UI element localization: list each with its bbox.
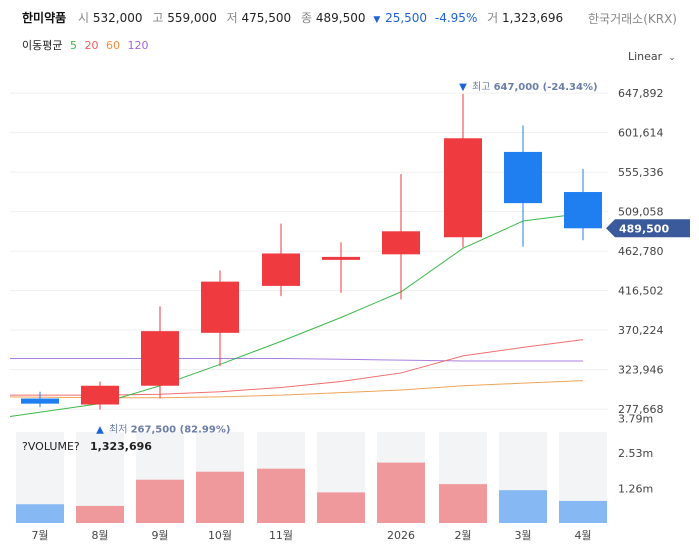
ma120-legend[interactable]: 120 bbox=[127, 39, 149, 52]
change-value: 25,500 bbox=[385, 11, 428, 25]
volume-bar bbox=[439, 484, 487, 523]
candle-body bbox=[564, 192, 602, 229]
x-tick-label: 10월 bbox=[208, 529, 232, 542]
volume-tick-label: 1.26m bbox=[618, 482, 653, 495]
change-down-icon: ▼ bbox=[373, 15, 381, 25]
y-tick-label: 370,224 bbox=[618, 324, 664, 337]
volume-bar bbox=[196, 471, 244, 523]
x-axis: 7월 8월 9월 10월 11월 2026 2월 3월 4월 bbox=[31, 529, 591, 542]
candle-body bbox=[322, 256, 360, 260]
low-value: 475,500 bbox=[241, 11, 292, 25]
y-tick-label: 601,614 bbox=[618, 127, 664, 140]
y-tick-label: 323,946 bbox=[618, 364, 664, 377]
volume-title: ?VOLUME? bbox=[22, 440, 80, 453]
ma-legend: 이동평균 5 20 60 120 bbox=[22, 37, 152, 53]
ma5-legend[interactable]: 5 bbox=[69, 39, 77, 52]
x-tick-label: 2월 bbox=[454, 529, 471, 542]
volume-label: 거 bbox=[487, 11, 499, 25]
open-value: 532,000 bbox=[92, 11, 143, 25]
current-price-label: 489,500 bbox=[619, 222, 669, 235]
x-tick-label: 3월 bbox=[514, 529, 531, 542]
chevron-down-icon: ⌄ bbox=[668, 53, 676, 63]
open-label: 시 bbox=[78, 11, 90, 25]
ma5-line bbox=[9, 212, 584, 417]
candle-body bbox=[382, 231, 420, 255]
y-axis: 647,892 601,614 555,336 509,058 462,780 416,5… bbox=[618, 87, 664, 416]
volume-bar bbox=[136, 479, 184, 523]
scale-selector[interactable]: Linear ⌄ bbox=[628, 50, 676, 63]
high-annotation-arrow: ▼ bbox=[459, 82, 467, 93]
candle-body bbox=[81, 385, 119, 405]
moving-average-lines bbox=[9, 212, 584, 417]
y-tick-label: 509,058 bbox=[618, 206, 664, 219]
x-tick-label: 4월 bbox=[574, 529, 591, 542]
candles bbox=[21, 93, 602, 410]
change-percent: -4.95% bbox=[434, 11, 478, 25]
volume-bar bbox=[559, 500, 607, 523]
y-tick-label: 416,502 bbox=[618, 285, 664, 298]
ma20-legend[interactable]: 20 bbox=[84, 39, 99, 52]
x-tick-label: 8월 bbox=[91, 529, 108, 542]
volume-panel: 3.79m 2.53m 1.26m bbox=[16, 412, 653, 523]
close-value: 489,500 bbox=[315, 11, 366, 25]
y-tick-label: 647,892 bbox=[618, 87, 664, 100]
ma-legend-title: 이동평균 bbox=[22, 39, 63, 52]
current-price-tag bbox=[606, 219, 690, 238]
exchange-name: 한국거래소(KRX) bbox=[588, 12, 677, 26]
x-tick-label: 7월 bbox=[31, 529, 48, 542]
volume-tick-label: 2.53m bbox=[618, 447, 653, 460]
x-tick-label: 2026 bbox=[387, 529, 415, 542]
high-label: 고 bbox=[152, 11, 164, 25]
high-annotation-label: 최고 647,000 (-24.34%) bbox=[472, 81, 598, 93]
y-tick-label: 462,780 bbox=[618, 245, 664, 258]
volume-value: 1,323,696 bbox=[502, 11, 564, 25]
low-annotation-arrow: ▲ bbox=[96, 425, 104, 436]
grid-lines bbox=[10, 92, 608, 410]
candle-body bbox=[504, 151, 542, 204]
candle-body bbox=[444, 138, 482, 238]
low-label: 저 bbox=[226, 11, 238, 25]
ma120-line bbox=[10, 357, 583, 362]
volume-bar bbox=[377, 462, 425, 523]
volume-bar bbox=[317, 492, 365, 523]
scale-mode-label: Linear bbox=[628, 50, 663, 63]
volume-bar bbox=[499, 490, 547, 523]
price-header: 한미약품 시 532,000 고 559,000 저 475,500 종 489… bbox=[22, 9, 567, 26]
candle-body bbox=[21, 398, 59, 404]
y-tick-label: 555,336 bbox=[618, 166, 664, 179]
close-label: 종 bbox=[300, 11, 313, 25]
ma60-line bbox=[9, 380, 584, 399]
candle-body bbox=[262, 253, 300, 286]
annotations: ▼ 최고 647,000 (-24.34%) ▲ 최저 267,500 (82.99%… bbox=[96, 81, 690, 436]
high-value: 559,000 bbox=[167, 11, 217, 25]
candle-body bbox=[141, 331, 179, 386]
x-tick-label: 9월 bbox=[151, 529, 168, 542]
volume-bar bbox=[76, 505, 124, 523]
low-annotation-label: 최저 267,500 (82.99%) bbox=[109, 424, 230, 436]
volume-bar bbox=[257, 468, 305, 523]
volume-tick-label: 3.79m bbox=[618, 412, 653, 425]
volume-bar bbox=[16, 504, 64, 523]
candle-body bbox=[201, 281, 239, 333]
volume-title-value: 1,323,696 bbox=[90, 440, 152, 453]
ma60-legend[interactable]: 60 bbox=[105, 39, 120, 52]
y-tick-label: 277,668 bbox=[618, 403, 664, 416]
x-tick-label: 11월 bbox=[269, 529, 293, 542]
stock-name: 한미약품 bbox=[22, 11, 67, 25]
